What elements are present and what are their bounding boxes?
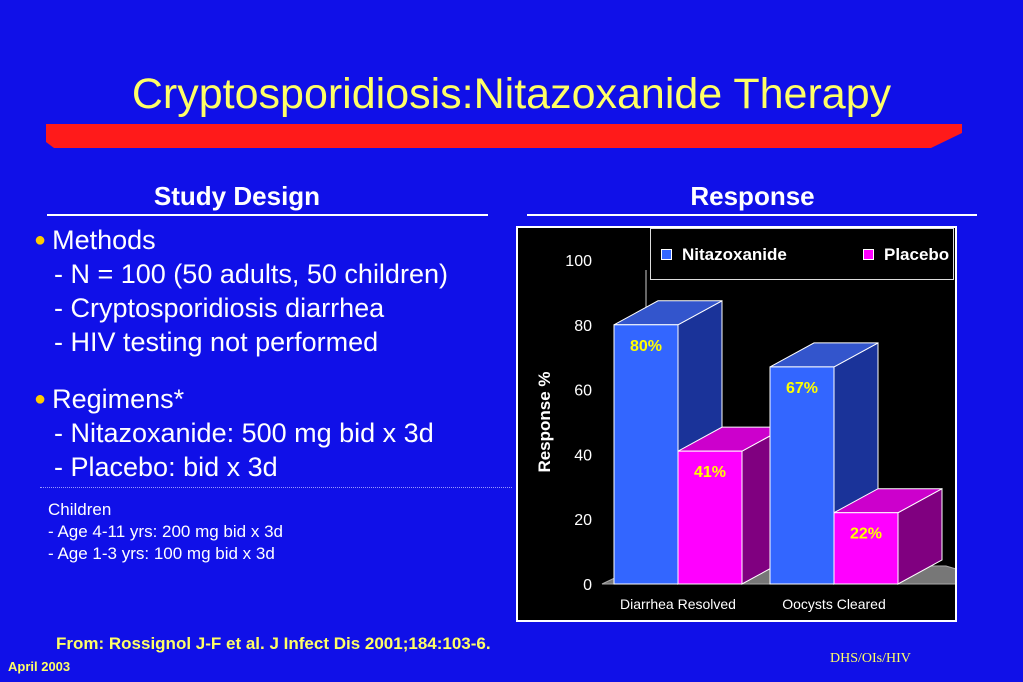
bar-value-label-nitazoxanide: 67% [786, 380, 818, 397]
bar-value-label-placebo: 41% [694, 464, 726, 481]
children-note-heading: Children [48, 500, 112, 519]
bar-value-label-nitazoxanide: 80% [630, 338, 662, 355]
children-dosing-note: Children - Age 4-11 yrs: 200 mg bid x 3d… [48, 499, 283, 565]
footer-org: DHS/OIs/HIV [830, 651, 911, 666]
children-note-line: - Age 4-11 yrs: 200 mg bid x 3d [48, 522, 283, 541]
response-heading: Response [690, 181, 815, 211]
bar-placebo [833, 512, 899, 585]
y-tick-label: 60 [574, 383, 592, 400]
legend-label-placebo: Placebo [884, 245, 950, 264]
slide-title: Cryptosporidiosis:Nitazoxanide Therapy [131, 70, 892, 118]
methods-line: - N = 100 (50 adults, 50 children) [54, 259, 448, 289]
regimens-label: Regimens* [52, 384, 185, 414]
children-note-line: - Age 1-3 yrs: 100 mg bid x 3d [48, 544, 275, 563]
regimens-line: - Placebo: bid x 3d [54, 452, 278, 482]
study-design-heading: Study Design [153, 181, 321, 211]
response-chart: Nitazoxanide Placebo 0 20 40 60 80 100 Respons… [516, 226, 987, 622]
section-separator [40, 487, 512, 488]
y-tick-label: 40 [574, 447, 592, 464]
chart-legend: Nitazoxanide Placebo [650, 228, 954, 280]
regimens-section: ● Regimens* - Nitazoxanide: 500 mg bid x … [34, 382, 524, 484]
legend-item-nitazoxanide: Nitazoxanide [661, 245, 787, 265]
bullet-icon: ● [34, 229, 47, 251]
y-axis-title: Response % [535, 371, 554, 472]
methods-section: ● Methods - N = 100 (50 adults, 50 childr… [34, 223, 524, 359]
y-tick-label: 20 [574, 512, 592, 529]
study-design-rule [47, 214, 488, 216]
x-category-label: Oocysts Cleared [782, 596, 885, 612]
chart-plot: 0 20 40 60 80 100 Response % 80% 41% Diarrhea Res… [535, 253, 987, 612]
y-tick-label: 0 [583, 577, 592, 594]
regimens-line: - Nitazoxanide: 500 mg bid x 3d [54, 418, 434, 448]
response-rule [527, 214, 977, 216]
legend-item-placebo: Placebo [863, 245, 949, 265]
legend-swatch-nitazoxanide [661, 249, 672, 260]
y-tick-label: 80 [574, 318, 592, 335]
methods-line: - HIV testing not performed [54, 327, 379, 357]
regimens-heading: ● Regimens* [34, 382, 524, 416]
methods-heading: ● Methods [34, 223, 524, 257]
legend-swatch-placebo [863, 249, 874, 260]
y-tick-label: 100 [565, 253, 592, 270]
bar-placebo [677, 450, 743, 585]
methods-label: Methods [52, 225, 156, 255]
source-citation: From: Rossignol J-F et al. J Infect Dis … [56, 634, 491, 653]
bar-nitazoxanide [613, 324, 679, 585]
methods-line: - Cryptosporidiosis diarrhea [54, 293, 385, 323]
bullet-icon: ● [34, 388, 47, 410]
legend-label-nitazoxanide: Nitazoxanide [682, 245, 787, 264]
bar-value-label-placebo: 22% [850, 526, 882, 543]
footer-date: April 2003 [8, 659, 71, 674]
x-category-label: Diarrhea Resolved [620, 596, 736, 612]
bar-nitazoxanide [769, 366, 835, 585]
title-accent-bar [46, 124, 962, 148]
